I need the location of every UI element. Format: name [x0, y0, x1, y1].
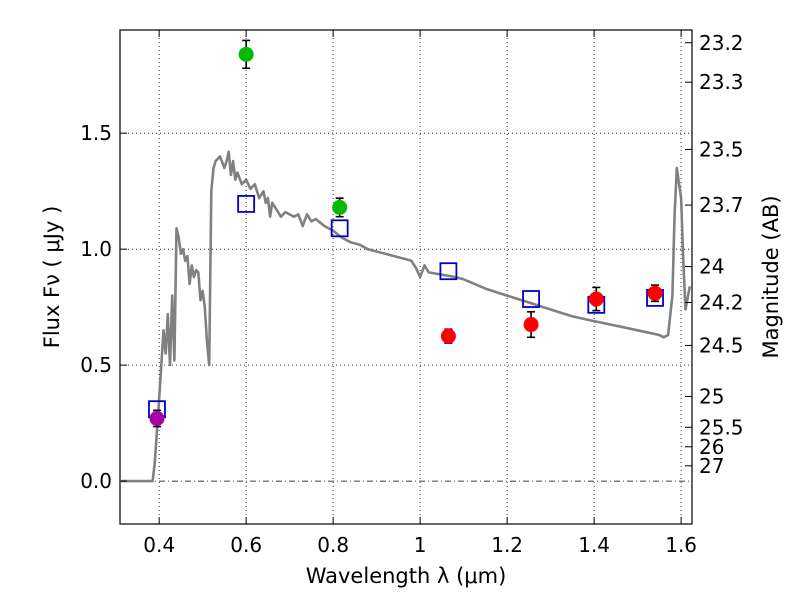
x-tick-label: 1	[414, 533, 427, 557]
series-line-model_spectrum	[120, 150, 692, 483]
y-tick-label: 1.0	[80, 237, 112, 261]
model-square-point	[330, 219, 349, 238]
x-tick-label: 1.6	[665, 533, 697, 557]
y-axis-right-title: Magnitude (AB)	[759, 195, 783, 358]
plot-area	[120, 39, 692, 483]
right-tick-label: 25.5	[699, 415, 744, 439]
x-tick-label: 1.2	[491, 533, 523, 557]
observed-point-observed_red	[523, 317, 539, 333]
right-tick-label: 23.2	[699, 31, 744, 55]
x-axis-title: Wavelength λ (μm)	[306, 564, 507, 588]
right-tick-label: 23.7	[699, 193, 744, 217]
observed-point-observed_red	[647, 285, 663, 301]
x-tick-label: 0.6	[230, 533, 262, 557]
y-tick-label: 1.5	[80, 121, 112, 145]
x-tick-label: 1.4	[578, 533, 610, 557]
right-tick-label: 23.3	[699, 70, 744, 94]
grid	[120, 30, 692, 524]
model-square-point	[439, 262, 458, 281]
observed-point-observed_red	[588, 291, 604, 307]
y-tick-label: 0.5	[80, 353, 112, 377]
observed-point-observed_green	[238, 46, 254, 62]
x-tick-label: 0.8	[317, 533, 349, 557]
y-tick-label: 0.0	[80, 469, 112, 493]
right-tick-label: 27	[699, 454, 724, 478]
observed-point-observed_green	[332, 199, 348, 215]
right-tick-label: 24.2	[699, 291, 744, 315]
y-axis-title: Flux Fν ( μJy )	[40, 206, 64, 349]
observed-point-observed_magenta	[149, 410, 165, 426]
axes: 0.4 0.6 0.8 1 1.2 1.4 1.6 0.0 0.5 1.0 1.5 23.2 23.3 2…	[80, 30, 744, 557]
right-tick-label: 24.5	[699, 333, 744, 357]
model-square-point	[237, 195, 256, 213]
model-square-point	[522, 290, 540, 308]
observed-point-observed_red	[440, 328, 456, 344]
right-tick-label: 23.5	[699, 137, 744, 161]
data-layer	[120, 39, 692, 483]
right-tick-label: 26	[699, 435, 724, 459]
right-tick-label: 25	[699, 384, 724, 408]
x-tick-label: 0.4	[143, 533, 175, 557]
plot-frame	[119, 29, 693, 525]
right-tick-label: 24	[699, 255, 724, 279]
